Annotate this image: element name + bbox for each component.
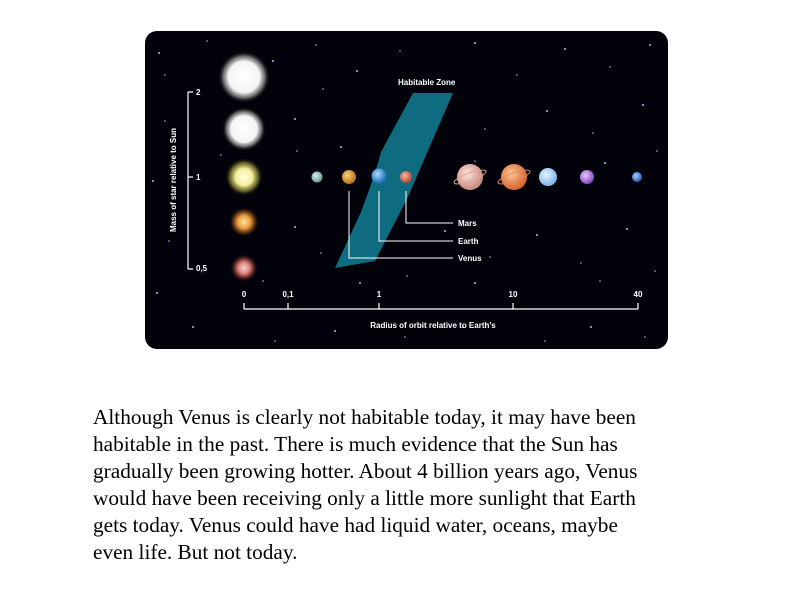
planet-uranus bbox=[539, 168, 557, 186]
habitable-zone-band bbox=[335, 93, 453, 268]
y-axis-label: Mass of star relative to Sun bbox=[169, 128, 178, 232]
caption-paragraph: Although Venus is clearly not habitable … bbox=[93, 404, 733, 566]
label-earth: Earth bbox=[458, 237, 479, 246]
planet-venus bbox=[342, 170, 356, 184]
star-field bbox=[152, 40, 658, 342]
planet-saturn bbox=[497, 164, 531, 190]
habitable-zone-label: Habitable Zone bbox=[398, 78, 456, 87]
planet-mercury bbox=[311, 171, 323, 183]
star-white-large bbox=[218, 51, 270, 103]
y-axis bbox=[187, 91, 193, 270]
y-tick-2: 2 bbox=[196, 88, 201, 97]
caption-line: Although Venus is clearly not habitable … bbox=[93, 405, 636, 429]
x-tick-0: 0 bbox=[242, 290, 247, 299]
star-white bbox=[222, 107, 266, 151]
x-tick-1: 1 bbox=[377, 290, 382, 299]
star-sun bbox=[225, 158, 263, 196]
label-venus: Venus bbox=[458, 254, 482, 263]
x-tick-10: 10 bbox=[509, 290, 518, 299]
caption-line: habitable in the past. There is much evi… bbox=[93, 432, 618, 456]
star-red-dwarf bbox=[230, 254, 258, 282]
label-mars: Mars bbox=[458, 219, 477, 228]
planet-pluto bbox=[632, 172, 642, 182]
caption-line: gradually been growing hotter. About 4 b… bbox=[93, 459, 638, 483]
planet-leader-lines bbox=[348, 191, 453, 259]
x-axis-label: Radius of orbit relative to Earth's bbox=[370, 321, 496, 330]
x-tick-0-1: 0,1 bbox=[282, 290, 294, 299]
y-tick-0-5: 0,5 bbox=[196, 264, 208, 273]
planet-earth bbox=[371, 168, 387, 184]
planet-jupiter bbox=[453, 164, 487, 190]
planet-neptune bbox=[580, 170, 594, 184]
y-tick-1: 1 bbox=[196, 173, 201, 182]
planet-mars bbox=[400, 171, 412, 183]
diagram-canvas: Habitable Zone 2 1 0,5 Mass of star rela… bbox=[152, 40, 658, 342]
caption-line: gets today. Venus could have had liquid … bbox=[93, 513, 618, 537]
star-orange bbox=[229, 207, 259, 237]
caption-line: would have been receiving only a little … bbox=[93, 486, 636, 510]
caption-line: even life. But not today. bbox=[93, 540, 298, 564]
x-tick-40: 40 bbox=[634, 290, 643, 299]
habitable-zone-diagram: Habitable Zone 2 1 0,5 Mass of star rela… bbox=[145, 31, 668, 349]
x-axis bbox=[243, 303, 639, 310]
